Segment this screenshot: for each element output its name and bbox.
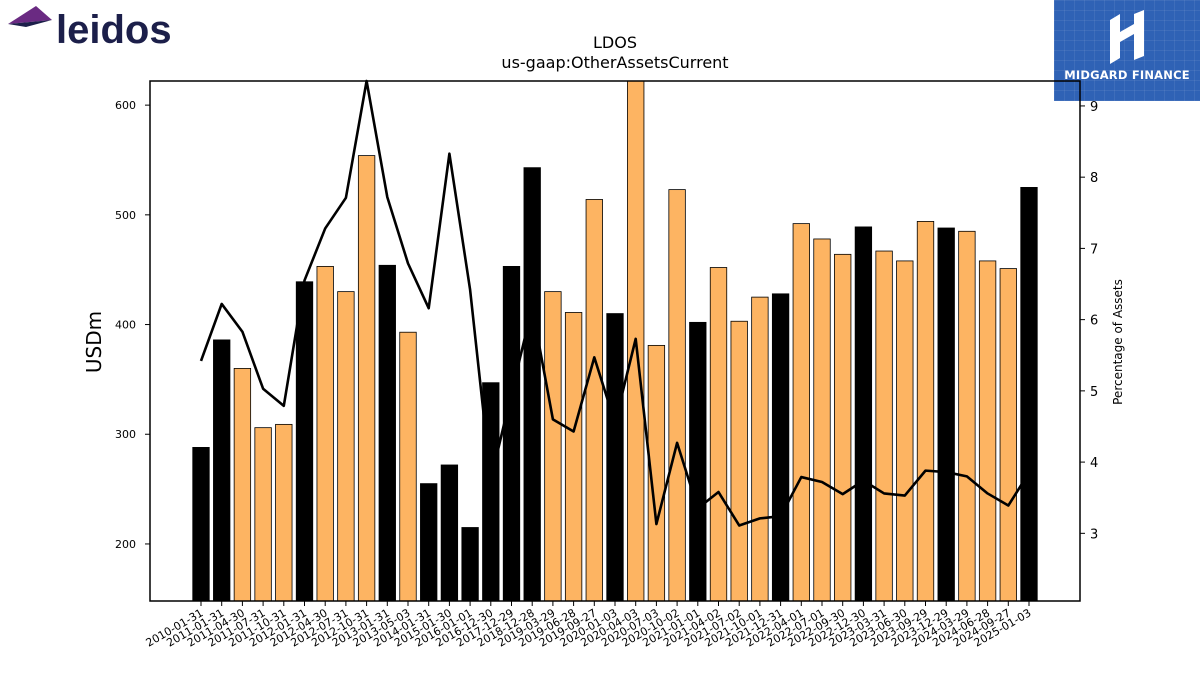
bar [461, 527, 479, 602]
bar [978, 260, 997, 602]
leidos-logo-mark-shadow [8, 20, 52, 27]
bar [399, 331, 417, 602]
bar [564, 312, 583, 602]
bar [420, 483, 438, 602]
bar [834, 253, 852, 602]
bar [378, 264, 396, 602]
y-tick-label: 600 [115, 99, 136, 112]
bar [771, 293, 790, 602]
y2-tick-label: 6 [1090, 314, 1098, 329]
y2-tick-label: 7 [1090, 242, 1098, 257]
y2-axis-label: Percentage of Assets [1111, 279, 1125, 405]
bar [213, 339, 231, 602]
bar [337, 291, 355, 602]
bar [813, 238, 831, 602]
y-axis: 200 300 400 500 600 [115, 99, 150, 551]
bar [689, 321, 707, 602]
bar [502, 265, 521, 602]
midgard-finance-logo: MIDGARD FINANCE [1054, 0, 1200, 101]
bar [730, 320, 748, 602]
bar [192, 447, 210, 602]
leidos-logo-mark [8, 6, 52, 24]
chart-title: LDOS [593, 33, 637, 52]
bar [544, 291, 562, 602]
bar [585, 199, 603, 602]
leidos-logo: leidos [6, 4, 181, 52]
line-series [199, 79, 1031, 527]
y2-tick-label: 9 [1090, 100, 1098, 115]
bar [958, 230, 976, 602]
y2-tick-label: 8 [1090, 171, 1098, 186]
bar [709, 267, 728, 602]
bar [999, 268, 1017, 602]
bar [295, 281, 314, 602]
y-tick-label: 300 [115, 428, 136, 441]
bar [668, 189, 686, 602]
bar [896, 260, 914, 602]
bar [1020, 187, 1038, 602]
bar [854, 226, 873, 602]
midgard-logo-text: MIDGARD FINANCE [1064, 68, 1190, 82]
bar [357, 155, 376, 602]
line-path [199, 79, 1031, 527]
chart-subtitle: us-gaap:OtherAssetsCurrent [501, 53, 728, 72]
y2-tick-label: 5 [1090, 385, 1098, 400]
bar [523, 167, 541, 602]
bar [233, 368, 252, 602]
bar [440, 464, 459, 602]
bar [937, 227, 955, 602]
logo-grid-texture [1054, 0, 1200, 101]
y2-tick-label: 4 [1090, 456, 1098, 471]
bar [606, 313, 624, 602]
bar [254, 427, 272, 602]
x-axis: 2010-01-312011-01-312011-04-302011-07-31… [144, 601, 1034, 650]
bar [875, 250, 893, 602]
y2-tick-label: 3 [1090, 527, 1098, 542]
midgard-logo-mark [1110, 10, 1144, 64]
leidos-logo-text: leidos [56, 8, 172, 50]
bar [916, 221, 935, 602]
bar-series [192, 80, 1038, 602]
y2-axis: 3 4 5 6 7 8 9 [1080, 100, 1098, 542]
y-tick-label: 500 [115, 209, 136, 222]
bar [751, 296, 769, 602]
y-tick-label: 200 [115, 538, 136, 551]
y-axis-label: USDm [82, 311, 106, 373]
bar [792, 223, 810, 602]
bar [275, 423, 293, 602]
bar [316, 265, 334, 602]
leidos-logo-graphic: leidos [8, 6, 172, 52]
y-tick-label: 400 [115, 319, 136, 332]
